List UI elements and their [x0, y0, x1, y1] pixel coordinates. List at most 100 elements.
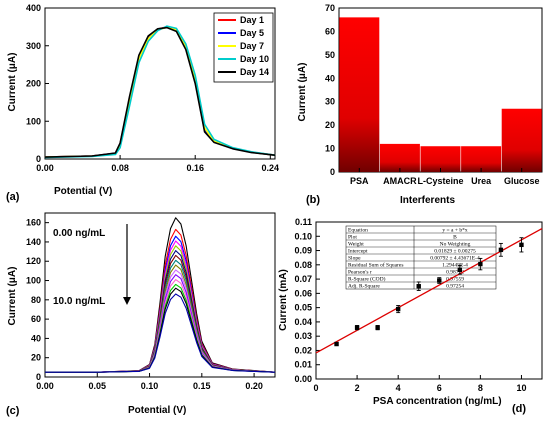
- panel-d-fit-table-value: No Weighting: [440, 241, 471, 247]
- panel-d-point: [478, 261, 483, 267]
- panel-a-ytick-label: 0: [36, 154, 41, 164]
- panel-d-point: [519, 242, 524, 248]
- panel-d-fit-table-key: Equation: [348, 227, 368, 233]
- panel-c-ylabel: Current (μA): [7, 267, 18, 326]
- panel-a-ytick-label: 300: [26, 41, 41, 51]
- panel-c-ytick-label: 140: [26, 237, 41, 247]
- panel-d-ytick-label: 0.10: [294, 231, 312, 241]
- panel-c-series-line: [45, 217, 276, 373]
- panel-c-xtick-label: 0.15: [193, 381, 211, 391]
- panel-d-xtick-label: 2: [355, 383, 360, 393]
- panel-b-bar: [339, 17, 380, 172]
- panel-c-plot-frame: [44, 212, 276, 378]
- panel-c-ytick-label: 80: [31, 295, 41, 305]
- panel-d-point: [334, 341, 339, 347]
- panel-d-xtick-label: 0: [313, 383, 318, 393]
- panel-b-bar: [379, 143, 420, 172]
- panel-c-xtick-label: 0.20: [245, 381, 263, 391]
- panel-c-xtick-label: 0.05: [89, 381, 107, 391]
- panel-d-ytick-label: 0.08: [294, 260, 312, 270]
- panel-c-annotation-top: 0.00 ng/mL: [53, 228, 105, 239]
- panel-a-series-line: [44, 26, 276, 158]
- panel-b-xlabel: Interferents: [400, 195, 455, 206]
- panel-c-series-line: [45, 293, 276, 373]
- panel-b-category-label: Glucose: [504, 176, 540, 186]
- panel-d: PSA concentration (ng/mL) Current (mA) (…: [278, 217, 543, 415]
- panel-d-point: [437, 278, 442, 283]
- panel-d-ylabel: Current (mA): [278, 269, 289, 331]
- panel-c-ytick-label: 60: [31, 314, 41, 324]
- panel-d-fit-table-key: Intercept: [348, 248, 368, 254]
- panel-c-tag: (c): [6, 405, 20, 417]
- panel-a-legend-label: Day 14: [240, 67, 269, 77]
- panel-d-fit-table-value: 1.29449E-4: [442, 262, 468, 268]
- panel-d-xtick-label: 6: [437, 383, 442, 393]
- panel-b-category-label: Urea: [471, 176, 492, 186]
- panel-a-xlabel: Potential (V): [54, 186, 112, 197]
- panel-b-bar: [420, 146, 461, 172]
- panel-d-fit-table: Equation y = a + b*x Plot B Weight No Weighti…: [345, 225, 497, 290]
- panel-d-xtick-label: 4: [396, 383, 401, 393]
- panel-b-ytick-label: 70: [325, 3, 335, 13]
- panel-d-fit-line: [315, 227, 543, 354]
- panel-c-ytick-label: 160: [26, 218, 41, 228]
- panel-d-ytick-label: 0.07: [294, 274, 312, 284]
- panel-c-ytick-label: 0: [36, 372, 41, 382]
- panel-b-ytick-label: 10: [325, 144, 335, 154]
- panel-c-ytick-label: 40: [31, 333, 41, 343]
- panel-d-fit-table-value: y = a + b*x: [442, 227, 467, 233]
- panel-c-xtick-label: 0.00: [36, 381, 54, 391]
- panel-a-legend-label: Day 10: [240, 54, 269, 64]
- panel-d-fit-table-key: Plot: [348, 234, 357, 240]
- panel-b-ytick-label: 20: [325, 120, 335, 130]
- panel-d-xtick-label: 8: [478, 383, 483, 393]
- panel-d-point: [498, 247, 504, 253]
- panel-d-ytick-label: 0.00: [294, 374, 312, 384]
- panel-d-ytick-label: 0.01: [294, 360, 312, 370]
- panel-b-bar: [461, 146, 502, 172]
- panel-d-plot-frame: [315, 221, 543, 380]
- panel-d-fit-table-key: Pearson's r: [348, 269, 372, 275]
- panel-d-ytick-label: 0.04: [294, 317, 312, 327]
- panel-d-xlabel: PSA concentration (ng/mL): [373, 396, 502, 407]
- panel-d-ytick-label: 0.03: [294, 331, 312, 341]
- panel-d-ytick-label: 0.06: [294, 288, 312, 298]
- panel-b-ytick-label: 40: [325, 73, 335, 83]
- panel-a-xtick-label: 0.24: [262, 163, 280, 173]
- panel-a-legend: [213, 12, 274, 83]
- panel-b-category-label: AMACR: [383, 176, 417, 186]
- panel-d-tag: (d): [512, 403, 526, 415]
- panel-d-fit-table-frame: [345, 225, 497, 290]
- panel-d-point: [354, 325, 360, 330]
- panel-d-fit-table-key: Slope: [348, 255, 361, 261]
- panel-b-ytick-label: 0: [330, 167, 335, 177]
- panel-d-ytick-label: 0.02: [294, 345, 312, 355]
- panel-b-category-label: L-Cysteine: [417, 176, 463, 186]
- panel-c-xlabel: Potential (V): [128, 405, 186, 416]
- panel-d-fit-table-value: 0.97254: [446, 283, 464, 289]
- panel-a-ylabel: Current (μA): [7, 53, 18, 112]
- panel-d-point: [416, 284, 421, 289]
- panel-d-xtick-label: 10: [516, 383, 526, 393]
- panel-d-ytick-label: 0.11: [295, 217, 312, 227]
- panel-c-ytick-label: 100: [26, 276, 41, 286]
- panel-c-annotation-bottom: 10.0 ng/mL: [53, 296, 105, 307]
- panel-c-ytick-label: 20: [31, 353, 41, 363]
- panel-c: Potential (V) Current (μA) (c) 0.00 ng/m…: [6, 212, 276, 417]
- panel-c-xtick-label: 0.10: [141, 381, 159, 391]
- panel-d-point: [375, 325, 380, 330]
- panel-d-fit-table-value: B: [453, 234, 457, 240]
- panel-d-ytick-label: 0.05: [294, 303, 312, 313]
- panel-d-point: [395, 306, 401, 312]
- panel-d-fit-table-value: 0.97559: [446, 276, 464, 282]
- panel-d-fit-table-key: Weight: [348, 241, 364, 247]
- panel-a-tag: (a): [6, 191, 20, 203]
- panel-c-arrow-head: [123, 297, 131, 305]
- panel-d-fit-table-value: 0.01829 ± 0.00275: [434, 248, 476, 254]
- panel-a-xtick-label: 0.08: [111, 163, 129, 173]
- panel-b-ytick-label: 30: [325, 97, 335, 107]
- panel-a-legend-label: Day 7: [240, 41, 264, 51]
- panel-a: Potential (V) Current (μA) (a) 0.00 0.08 0…: [6, 3, 279, 203]
- panel-b-category-label: PSA: [350, 176, 369, 186]
